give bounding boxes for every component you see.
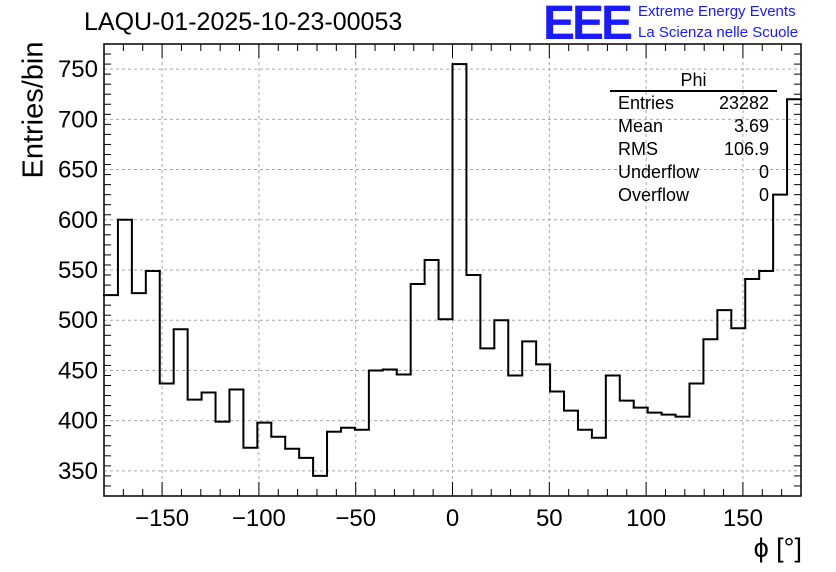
logo-line-1: Extreme Energy Events: [638, 3, 796, 20]
y-tick-label: 700: [58, 106, 98, 133]
plot-frame: [103, 43, 802, 497]
y-tick-label: 650: [58, 157, 98, 184]
eee-logo: EEE: [543, 0, 633, 50]
stats-label: Underflow: [618, 162, 700, 182]
x-tick-label: 0: [446, 505, 459, 532]
stats-box: Phi Entries 23282 Mean 3.69 RMS 106.9 Un…: [610, 70, 777, 207]
stats-row-rms: RMS 106.9: [610, 138, 777, 161]
y-tick-label: 400: [58, 408, 98, 435]
stats-row-mean: Mean 3.69: [610, 115, 777, 138]
y-tick-label: 750: [58, 56, 98, 83]
axis-ticks: [103, 43, 802, 497]
stats-value: 0: [758, 162, 769, 182]
x-tick-label: 50: [536, 505, 563, 532]
tick-labels: −150 −100 −50 0 50 100 150 350 400 450 500 550 600 65…: [58, 56, 763, 532]
stats-label: Mean: [618, 116, 664, 136]
x-tick-label: −50: [335, 505, 376, 532]
x-tick-label: 150: [723, 505, 763, 532]
stats-value: 0: [758, 185, 769, 205]
stats-label: Overflow: [618, 185, 690, 205]
stats-title: Phi: [610, 70, 777, 92]
y-tick-label: 550: [58, 257, 98, 284]
stats-value: 23282: [718, 93, 769, 113]
x-tick-label: −150: [135, 505, 189, 532]
chart-title: LAQU-01-2025-10-23-00053: [84, 8, 403, 36]
stats-row-overflow: Overflow 0: [610, 184, 777, 207]
y-tick-label: 600: [58, 207, 98, 234]
logo-line-2: La Scienza nelle Scuole: [638, 24, 799, 41]
stats-row-entries: Entries 23282: [610, 92, 777, 115]
stats-value: 3.69: [733, 116, 769, 136]
y-axis-label: Entries/bin: [17, 41, 50, 179]
x-axis-label: ϕ [°]: [753, 533, 802, 563]
y-tick-label: 450: [58, 357, 98, 384]
stats-label: RMS: [618, 139, 658, 159]
histogram-bars: [103, 63, 802, 477]
x-tick-label: 100: [626, 505, 666, 532]
stats-row-underflow: Underflow 0: [610, 161, 777, 184]
y-tick-label: 500: [58, 307, 98, 334]
stats-value: 106.9: [723, 139, 769, 159]
stats-label: Entries: [618, 93, 675, 113]
y-tick-label: 350: [58, 458, 98, 485]
x-tick-label: −100: [232, 505, 286, 532]
